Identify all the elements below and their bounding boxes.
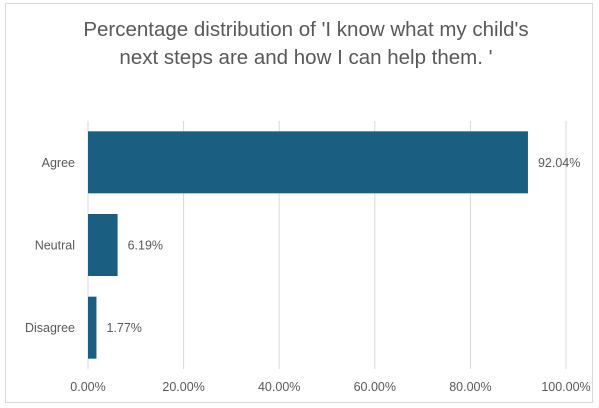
x-tick-label-0: 0.00% xyxy=(70,380,105,394)
data-label-agree: 92.04% xyxy=(538,156,580,170)
data-label-neutral: 6.19% xyxy=(128,239,163,253)
bar-agree xyxy=(88,131,528,194)
bar-neutral xyxy=(88,214,118,276)
x-tick-label-2: 40.00% xyxy=(258,380,300,394)
x-tick-label-1: 20.00% xyxy=(162,380,204,394)
category-label-neutral: Neutral xyxy=(35,239,75,253)
category-label-agree: Agree xyxy=(42,156,75,170)
chart-frame: Percentage distribution of 'I know what … xyxy=(5,3,593,403)
bar-chart-plot: 0.00% 20.00% 40.00% 60.00% 80.00% 100.00% Agre… xyxy=(25,121,591,394)
category-label-disagree: Disagree xyxy=(25,321,75,335)
x-tick-label-3: 60.00% xyxy=(354,380,396,394)
chart-title: Percentage distribution of 'I know what … xyxy=(83,18,529,69)
x-tick-label-4: 80.00% xyxy=(449,380,491,394)
data-label-disagree: 1.77% xyxy=(106,321,141,335)
x-tick-label-5: 100.00% xyxy=(541,380,590,394)
bar-disagree xyxy=(88,296,97,359)
